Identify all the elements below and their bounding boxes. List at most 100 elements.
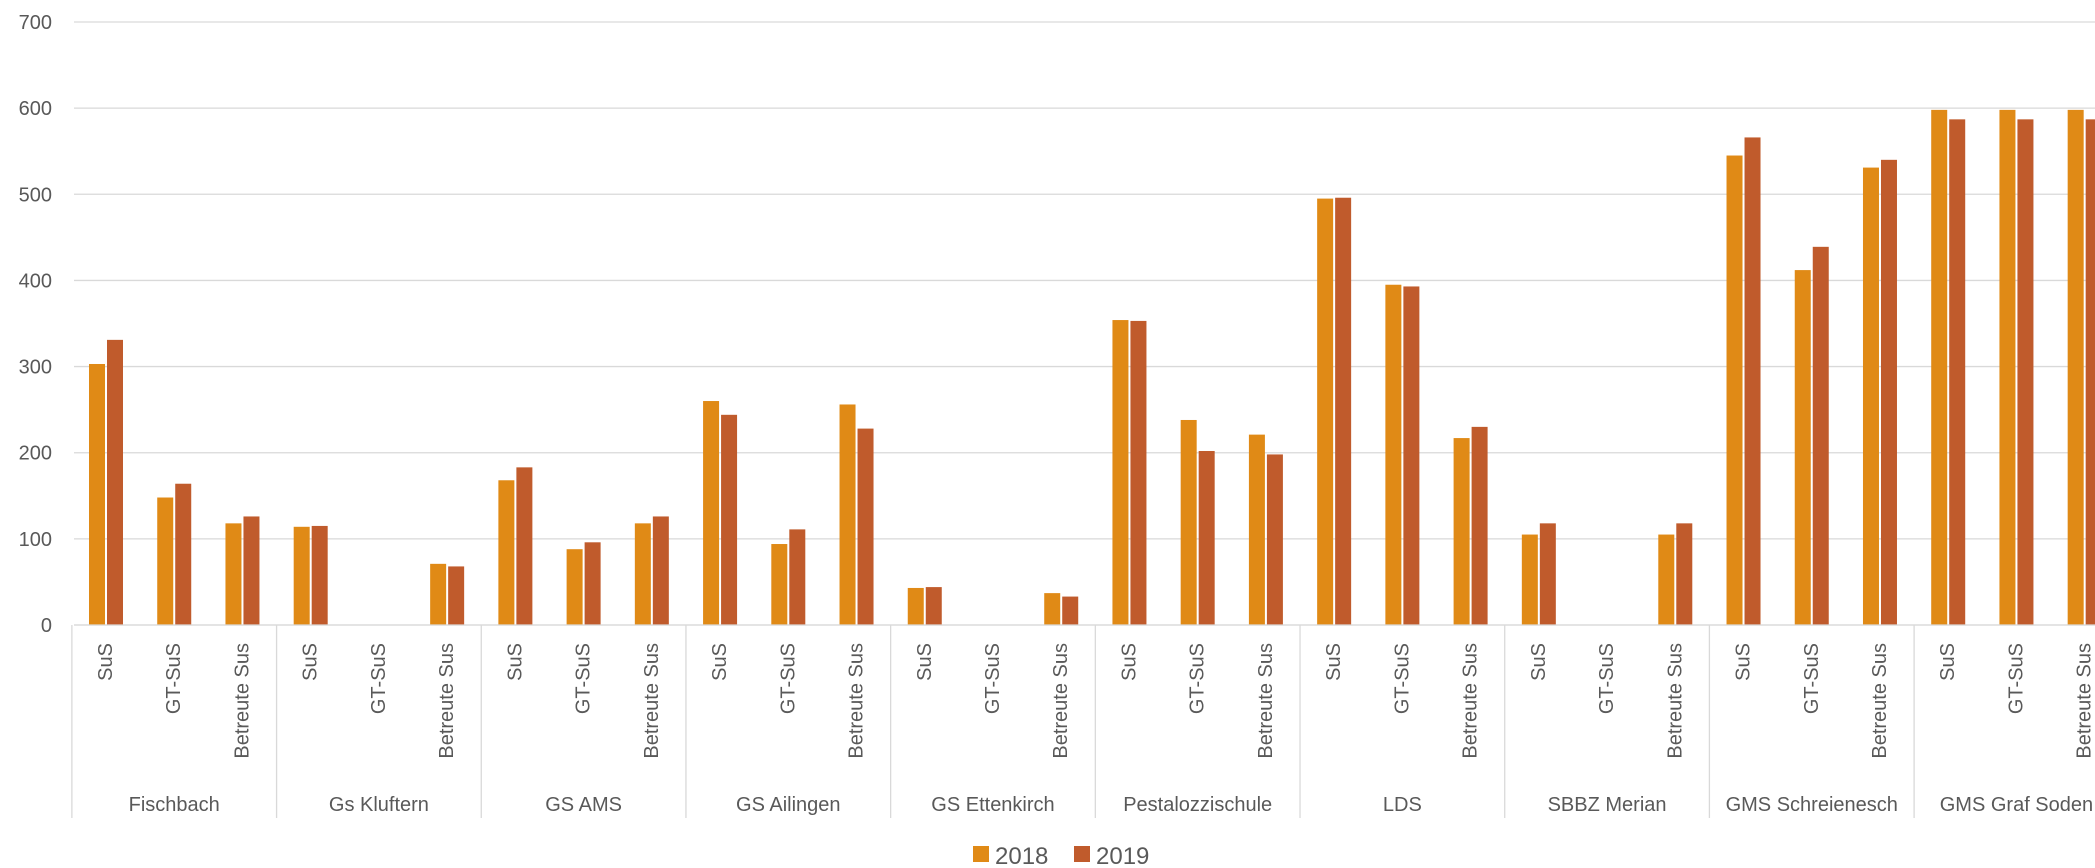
x-subcategory-label: GT-SuS [1596,643,1618,714]
bar-2019 [243,516,260,625]
bar-2018 [703,401,720,625]
legend-label: 2018 [995,843,1048,868]
legend-label: 2019 [1096,843,1149,868]
bar-2018 [839,404,856,625]
bar-2018 [1385,284,1402,625]
x-subcategory-label: Betreute Sus [1050,643,1072,759]
x-subcategory-label: GT-SuS [2005,643,2027,714]
x-subcategory-label: SuS [1323,643,1345,681]
bar-2019 [175,483,192,625]
x-subcategory-label: SuS [709,643,731,681]
x-group-label: Pestalozzischule [1123,794,1272,816]
bar-2018 [1726,155,1743,625]
bars [89,109,2095,626]
bar-2019 [107,339,123,625]
x-subcategory-label: GT-SuS [163,643,185,714]
x-group-label: LDS [1383,794,1422,816]
x-subcategory-label: Betreute Sus [1664,643,1686,759]
bar-2018 [1794,270,1811,625]
x-subcategory-label: SuS [1937,643,1959,681]
bar-2019 [789,529,806,625]
bar-2019 [1539,523,1556,625]
bar-2019 [1949,119,1966,625]
x-subcategory-label: Betreute Sus [641,643,663,759]
x-subcategory-label: SuS [504,643,526,681]
bar-2018 [1453,438,1470,625]
x-subcategory-label: GT-SuS [1801,643,1823,714]
x-group-label: GMS Graf Soden [1940,794,2093,816]
bar-2018 [2067,109,2084,625]
x-subcategory-label: SuS [1118,643,1140,681]
x-group-label: SBBZ Merian [1548,794,1667,816]
bar-2019 [2017,119,2034,625]
bar-2019 [1335,197,1352,625]
bar-2019 [1812,246,1829,625]
bar-2018 [430,563,447,625]
x-subcategory-label: GT-SuS [982,643,1004,714]
bar-2018 [1180,419,1197,625]
x-group-label: GS Ailingen [736,794,841,816]
x-subcategory-label: GT-SuS [777,643,799,714]
bar-2018 [1931,109,1948,625]
bar-2019 [2085,119,2095,625]
bar-2019 [1130,320,1147,625]
bar-2019 [1062,596,1079,625]
x-subcategory-label: GT-SuS [1187,643,1209,714]
x-subcategory-label: SuS [1528,643,1550,681]
x-subcategory-label: GT-SuS [573,643,595,714]
bar-2018 [1999,109,2016,625]
y-tick-label: 400 [19,270,52,292]
x-subcategory-label: GT-SuS [1391,643,1413,714]
legend: 2018 2019 [973,843,1149,868]
legend-swatch-2019 [1074,846,1090,862]
bar-2019 [1471,426,1488,625]
bar-2018 [225,523,242,625]
bar-2018 [1658,534,1675,625]
x-subcategory-label: SuS [914,643,936,681]
x-subcategory-label: Betreute Sus [231,643,253,759]
bar-2018 [1521,534,1538,625]
x-group-label: GS Ettenkirch [931,794,1054,816]
x-subcategory-label: Betreute Sus [1255,643,1277,759]
bar-2018 [1044,593,1061,625]
x-group-label: Gs Kluftern [329,794,429,816]
bar-2019 [1198,450,1215,625]
bar-2018 [293,526,310,625]
bar-2019 [1880,159,1897,626]
bar-2019 [925,587,942,625]
bar-2018 [566,549,583,625]
bar-2019 [857,428,874,625]
bar-2019 [1403,286,1420,625]
legend-swatch-2018 [973,846,989,862]
bar-2019 [311,525,328,625]
bar-2018 [1317,198,1334,626]
x-group-label: GMS Schreienesch [1726,794,1898,816]
x-subcategory-label: SuS [1733,643,1755,681]
y-tick-label: 0 [41,615,52,637]
y-tick-label: 700 [19,12,52,34]
x-subcategory-label: SuS [300,643,322,681]
bar-2018 [771,544,788,625]
bar-2018 [1862,167,1879,625]
gridlines [74,21,2095,626]
bar-2019 [652,516,669,625]
bar-2018 [907,587,924,625]
bar-2019 [721,414,738,625]
y-tick-label: 500 [19,184,52,206]
bar-2018 [634,523,651,625]
x-subcategory-label: Betreute Sus [1460,643,1482,759]
x-subcategory-label: Betreute Sus [846,643,868,759]
bar-2019 [1266,454,1283,625]
x-group-label: GS AMS [545,794,622,816]
bar-2019 [584,542,601,625]
y-tick-label: 100 [19,529,52,551]
bar-2018 [1248,434,1265,625]
x-subcategory-label: Betreute Sus [2074,643,2095,759]
bar-2018 [498,480,515,625]
x-subcategory-label: Betreute Sus [1869,643,1891,759]
y-tick-label: 200 [19,443,52,465]
x-subcategory-label: Betreute Sus [436,643,458,759]
x-subcategory-label: GT-SuS [368,643,390,714]
x-group-label: Fischbach [129,794,220,816]
